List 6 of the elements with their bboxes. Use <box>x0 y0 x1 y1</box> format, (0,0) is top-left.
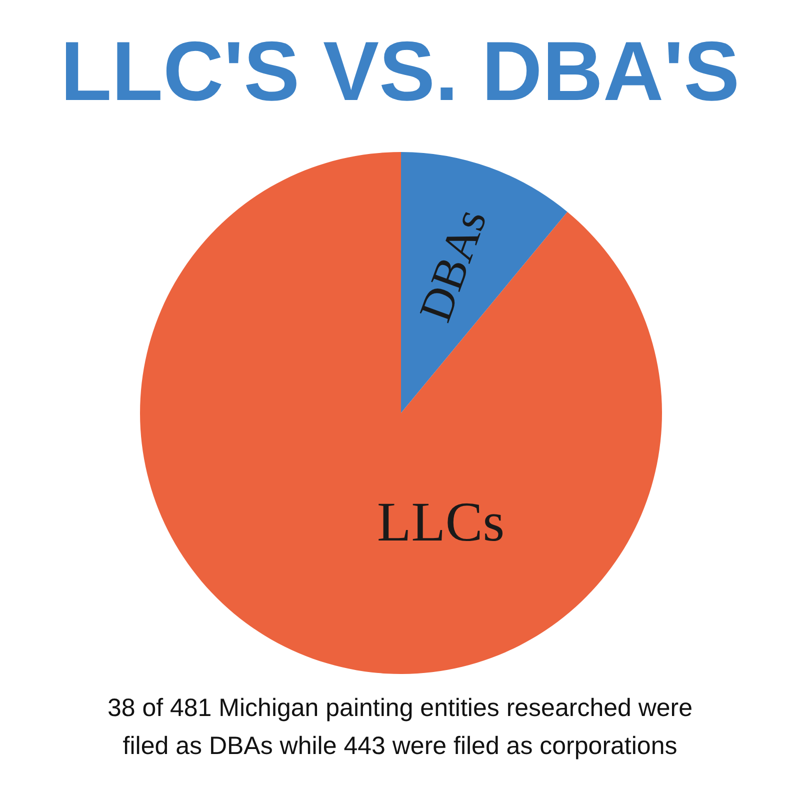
slice-label: DBAs <box>409 202 496 328</box>
text: 38 of 481 Michigan painting entities researched were filed as DBAs while 443 were filed as corporations <box>107 694 693 760</box>
chart-title: LLC'S VS. DBA'S <box>60 24 740 118</box>
slice-label: LLCs <box>377 492 505 554</box>
pie-slice <box>401 152 568 413</box>
pie-slice <box>140 152 662 674</box>
